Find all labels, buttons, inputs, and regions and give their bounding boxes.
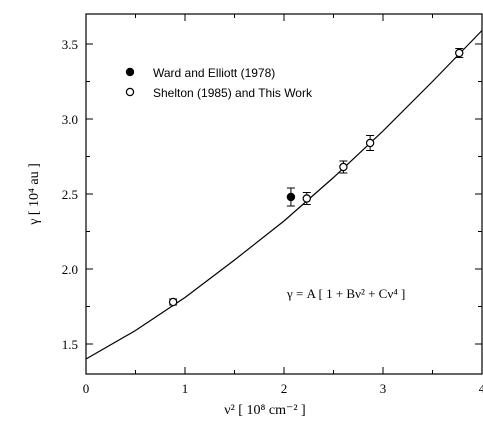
legend-label-ward: Ward and Elliott (1978) bbox=[153, 66, 275, 80]
y-tick-label: 1.5 bbox=[62, 337, 78, 352]
y-tick-label: 3.5 bbox=[62, 37, 78, 52]
y-tick-label: 3.0 bbox=[62, 112, 78, 127]
data-point-open bbox=[170, 298, 177, 305]
fit-curve bbox=[86, 31, 482, 360]
data-point-open bbox=[456, 49, 463, 56]
data-point-open bbox=[340, 163, 347, 170]
x-axis-title: ν² [ 10⁸ cm⁻² ] bbox=[224, 403, 305, 418]
plot-frame bbox=[86, 14, 482, 374]
data-point-filled bbox=[287, 193, 295, 201]
legend-label-shelton: Shelton (1985) and This Work bbox=[153, 86, 313, 100]
x-tick-label: 0 bbox=[83, 381, 90, 396]
legend: Ward and Elliott (1978) Shelton (1985) a… bbox=[126, 66, 313, 100]
x-tick-label: 3 bbox=[380, 381, 387, 396]
legend-marker-shelton bbox=[126, 88, 133, 95]
y-tick-label: 2.5 bbox=[62, 187, 78, 202]
legend-marker-ward bbox=[126, 68, 134, 76]
data-point-open bbox=[367, 139, 374, 146]
x-tick-label: 4 bbox=[479, 381, 483, 396]
fit-equation: γ = A [ 1 + Bν² + Cν⁴ ] bbox=[286, 286, 405, 301]
y-axis-title: γ [ 10⁴ au ] bbox=[27, 163, 42, 226]
fit-curve-path bbox=[86, 31, 482, 360]
x-tick-label: 1 bbox=[182, 381, 189, 396]
data-point-open bbox=[303, 195, 310, 202]
y-tick-label: 2.0 bbox=[62, 262, 78, 277]
x-tick-label: 2 bbox=[281, 381, 288, 396]
